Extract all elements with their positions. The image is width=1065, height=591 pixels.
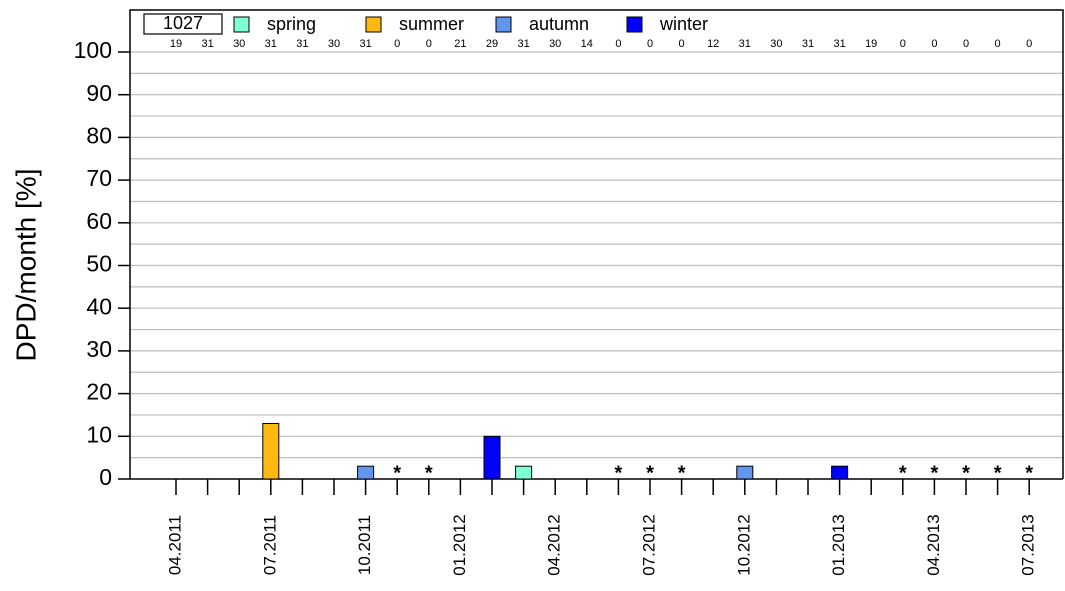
y-tick-label: 30 — [86, 336, 112, 362]
days-label: 30 — [233, 38, 245, 50]
x-tick-label: 07.2012 — [639, 514, 658, 575]
y-tick-label: 90 — [86, 80, 112, 106]
legend-swatch — [365, 16, 382, 33]
days-label: 31 — [265, 38, 277, 50]
days-label: 31 — [739, 38, 751, 50]
days-label: 30 — [328, 38, 340, 50]
no-data-marker: * — [994, 462, 1002, 484]
days-label: 0 — [615, 38, 621, 50]
bar — [357, 465, 375, 480]
days-label: 0 — [1026, 38, 1032, 50]
bar — [831, 465, 849, 480]
no-data-marker: * — [1025, 462, 1033, 484]
days-label: 12 — [707, 38, 719, 50]
no-data-marker: * — [425, 462, 433, 484]
no-data-marker: * — [678, 462, 686, 484]
days-label: 19 — [865, 38, 877, 50]
y-tick-label: 40 — [86, 293, 112, 319]
x-tick-label: 10.2012 — [734, 514, 753, 575]
days-label: 30 — [549, 38, 561, 50]
days-label: 0 — [995, 38, 1001, 50]
y-axis-label: DPD/month [%] — [10, 169, 41, 362]
no-data-marker: * — [393, 462, 401, 484]
y-tick-label: 100 — [74, 37, 112, 63]
legend-label: summer — [399, 14, 464, 34]
legend-swatch — [233, 16, 250, 33]
no-data-marker: * — [962, 462, 970, 484]
total-label: 1027 — [163, 13, 203, 33]
days-label: 0 — [963, 38, 969, 50]
days-label: 31 — [296, 38, 308, 50]
legend-label: autumn — [529, 14, 589, 34]
bar — [736, 465, 754, 480]
days-label: 0 — [931, 38, 937, 50]
x-tick-label: 04.2013 — [924, 514, 943, 575]
days-label: 31 — [359, 38, 371, 50]
days-label: 31 — [802, 38, 814, 50]
days-label: 31 — [833, 38, 845, 50]
bar — [483, 435, 501, 480]
y-tick-label: 70 — [86, 165, 112, 191]
x-tick-label: 04.2011 — [165, 515, 184, 575]
days-label: 0 — [394, 38, 400, 50]
bar — [515, 465, 533, 480]
legend-label: spring — [267, 14, 316, 34]
days-label: 31 — [517, 38, 529, 50]
y-tick-label: 0 — [99, 464, 112, 490]
x-tick-label: 07.2011 — [260, 515, 279, 575]
x-tick-label: 10.2011 — [355, 515, 374, 575]
days-label: 0 — [679, 38, 685, 50]
y-tick-label: 80 — [86, 122, 112, 148]
y-tick-label: 20 — [86, 379, 112, 405]
days-label: 14 — [581, 38, 593, 50]
no-data-marker: * — [931, 462, 939, 484]
days-label: 31 — [201, 38, 213, 50]
days-label: 30 — [770, 38, 782, 50]
days-label: 19 — [170, 38, 182, 50]
days-label: 0 — [647, 38, 653, 50]
bar — [262, 422, 280, 480]
plot-frame — [129, 9, 1064, 479]
legend-swatch — [495, 16, 512, 33]
no-data-marker: * — [899, 462, 907, 484]
total-box — [143, 13, 223, 35]
no-data-marker: * — [615, 462, 623, 484]
y-tick-label: 50 — [86, 251, 112, 277]
x-tick-label: 04.2012 — [545, 514, 564, 575]
x-tick-label: 01.2012 — [450, 514, 469, 575]
no-data-marker: * — [646, 462, 654, 484]
days-label: 21 — [454, 38, 466, 50]
x-tick-label: 07.2013 — [1019, 514, 1038, 575]
days-label: 0 — [426, 38, 432, 50]
legend-swatch — [626, 16, 643, 33]
y-tick-label: 10 — [86, 421, 112, 447]
days-label: 29 — [486, 38, 498, 50]
days-label: 0 — [900, 38, 906, 50]
legend-label: winter — [659, 14, 708, 34]
x-tick-label: 01.2013 — [829, 514, 848, 575]
y-tick-label: 60 — [86, 208, 112, 234]
